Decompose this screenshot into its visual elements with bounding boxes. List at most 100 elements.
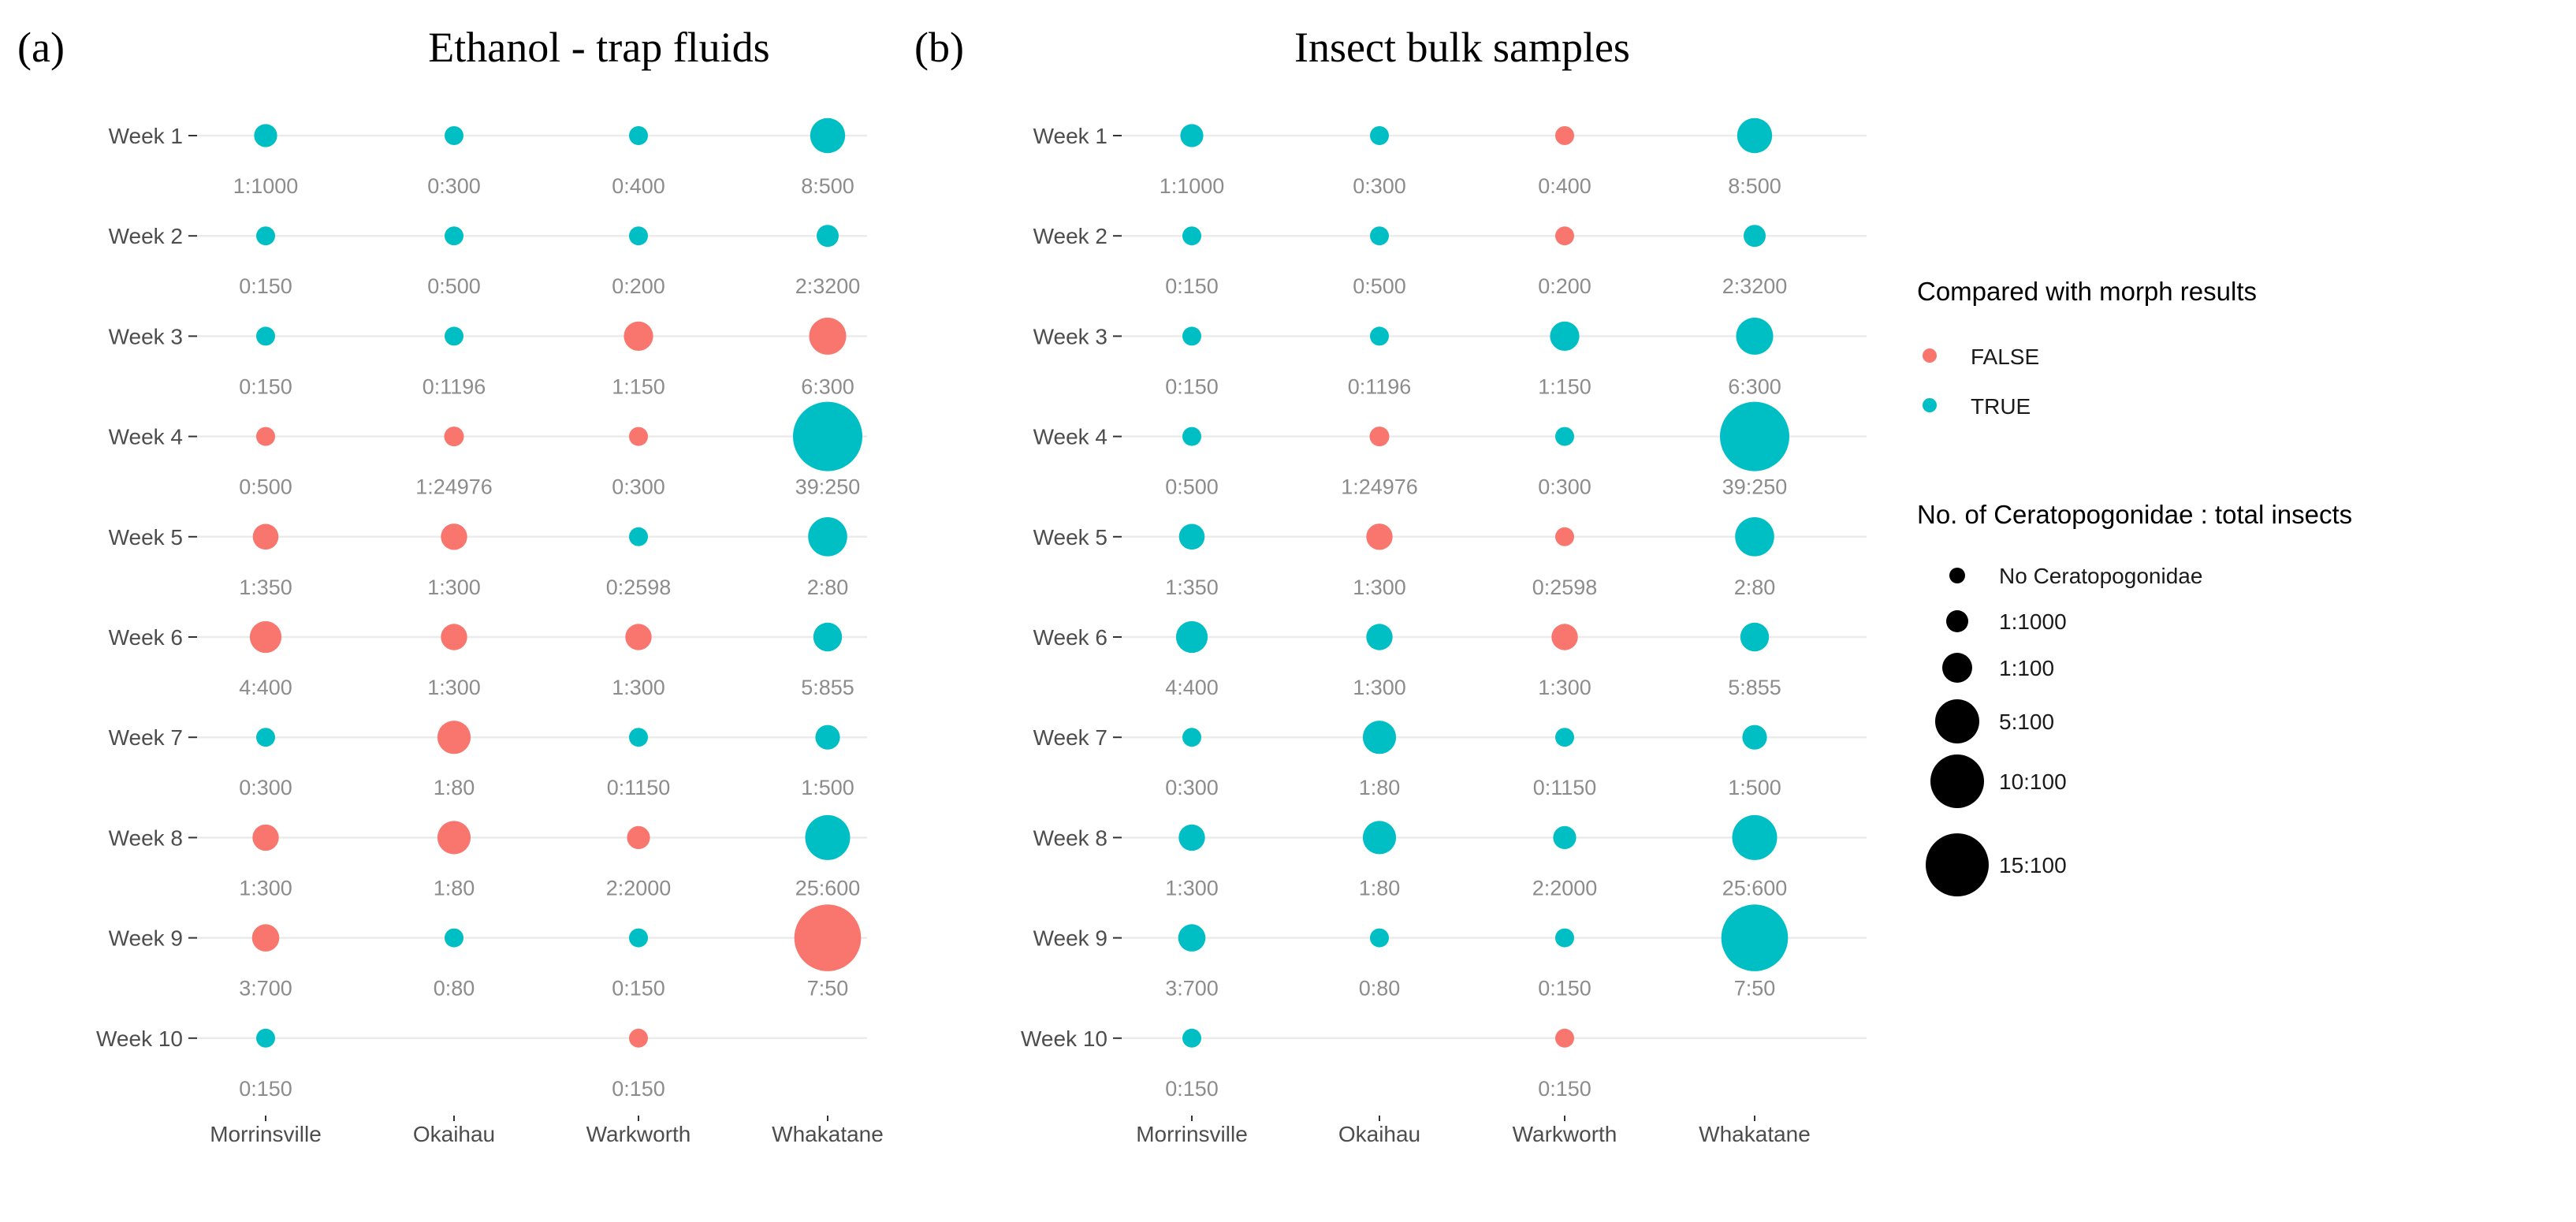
- x-tick-label-whakatane: Whakatane: [772, 1122, 884, 1146]
- point-a-morrinsville-week-8: [252, 824, 279, 851]
- point-b-morrinsville-week-7: [1182, 728, 1201, 747]
- legend-size-label-15-100: 15:100: [1999, 853, 2067, 877]
- ratio-label-a-warkworth-week-2: 0:200: [612, 274, 665, 298]
- point-b-warkworth-week-1: [1555, 126, 1574, 145]
- ratio-label-a-morrinsville-week-4: 0:500: [239, 475, 292, 499]
- panel-a-title: Ethanol - trap fluids: [428, 24, 769, 71]
- y-tick-label-week-9: Week 9: [109, 926, 183, 951]
- y-tick-label-week-1: Week 1: [1033, 124, 1107, 148]
- ratio-label-a-morrinsville-week-7: 0:300: [239, 776, 292, 799]
- ratio-label-a-warkworth-week-9: 0:150: [612, 977, 665, 1000]
- ratio-label-b-whakatane-week-8: 25:600: [1722, 876, 1788, 900]
- ratio-label-b-warkworth-week-9: 0:150: [1538, 977, 1591, 1000]
- ratio-label-a-whakatane-week-1: 8:500: [801, 174, 854, 198]
- point-b-warkworth-week-7: [1555, 728, 1574, 747]
- ratio-label-a-warkworth-week-10: 0:150: [612, 1077, 665, 1101]
- legend-color-item-false: FALSE: [1923, 345, 2039, 369]
- legend-size-title: No. of Ceratopogonidae : total insects: [1917, 500, 2352, 529]
- legend-size-swatch-no-ceratopogonidae: [1949, 568, 1965, 583]
- point-a-okaihau-week-7: [437, 721, 471, 754]
- point-b-warkworth-week-10: [1555, 1028, 1574, 1048]
- point-b-okaihau-week-4: [1369, 427, 1390, 447]
- plot-a: Week 1 Week 2 Week 3 Week 4 Week 5 Week 6 Week…: [96, 117, 884, 1146]
- legend-size-swatch-15-100: [1926, 833, 1989, 896]
- point-b-warkworth-week-3: [1550, 321, 1580, 351]
- ratio-label-b-okaihau-week-3: 0:1196: [1348, 374, 1412, 398]
- point-a-warkworth-week-6: [625, 624, 652, 650]
- point-b-okaihau-week-5: [1366, 523, 1393, 550]
- legend-size-label-1-100: 1:100: [1999, 656, 2054, 680]
- point-a-warkworth-week-9: [629, 928, 648, 948]
- y-tick-label-week-10: Week 10: [1021, 1026, 1107, 1051]
- point-a-morrinsville-week-5: [252, 523, 279, 550]
- point-b-whakatane-week-8: [1732, 814, 1778, 860]
- point-a-warkworth-week-8: [627, 825, 650, 849]
- point-a-morrinsville-week-3: [256, 326, 275, 346]
- legend-color-item-true: TRUE: [1923, 394, 2031, 419]
- legend-size-label-no-ceratopogonidae: No Ceratopogonidae: [1999, 564, 2202, 588]
- point-a-warkworth-week-10: [629, 1028, 648, 1048]
- point-a-whakatane-week-6: [813, 622, 843, 652]
- x-tick-label-whakatane: Whakatane: [1699, 1122, 1811, 1146]
- ratio-label-b-whakatane-week-1: 8:500: [1728, 174, 1781, 198]
- x-tick-label-okaihau: Okaihau: [413, 1122, 495, 1146]
- legend-size-swatch-1-1000: [1946, 610, 1968, 632]
- legend-size-label-1-1000: 1:1000: [1999, 609, 2067, 634]
- y-tick-label-week-3: Week 3: [109, 324, 183, 348]
- x-tick-label-morrinsville: Morrinsville: [1136, 1122, 1248, 1146]
- point-b-whakatane-week-9: [1721, 904, 1789, 971]
- y-tick-label-week-5: Week 5: [1033, 525, 1107, 550]
- point-b-whakatane-week-3: [1736, 317, 1774, 355]
- point-b-whakatane-week-5: [1735, 517, 1774, 557]
- legend-size-label-5-100: 5:100: [1999, 710, 2054, 734]
- point-a-warkworth-week-7: [629, 728, 648, 747]
- point-b-morrinsville-week-6: [1175, 620, 1208, 654]
- legend-false-swatch: [1923, 348, 1937, 363]
- point-a-warkworth-week-5: [629, 527, 648, 546]
- point-a-morrinsville-week-6: [249, 620, 282, 654]
- legend-true-label: TRUE: [1971, 394, 2031, 419]
- ratio-label-a-morrinsville-week-2: 0:150: [239, 274, 292, 298]
- ratio-label-b-morrinsville-week-9: 3:700: [1165, 977, 1219, 1000]
- ratio-label-b-okaihau-week-9: 0:80: [1359, 977, 1401, 1000]
- point-a-okaihau-week-3: [445, 326, 463, 346]
- ratio-label-a-whakatane-week-6: 5:855: [801, 676, 854, 699]
- ratio-label-b-warkworth-week-5: 0:2598: [1532, 576, 1598, 599]
- legend: Compared with morph results FALSE TRUE N…: [1917, 277, 2352, 896]
- ratio-label-a-whakatane-week-7: 1:500: [801, 776, 854, 799]
- point-a-whakatane-week-8: [805, 814, 851, 860]
- ratio-label-a-morrinsville-week-8: 1:300: [239, 876, 292, 900]
- point-b-whakatane-week-1: [1737, 117, 1773, 154]
- point-b-morrinsville-week-5: [1178, 523, 1205, 550]
- ratio-label-a-okaihau-week-8: 1:80: [434, 876, 475, 900]
- panel-b-tag: (b): [914, 24, 964, 71]
- point-a-morrinsville-week-7: [256, 728, 275, 747]
- y-tick-label-week-8: Week 8: [1033, 825, 1107, 850]
- point-a-okaihau-week-6: [441, 624, 467, 650]
- ratio-label-b-whakatane-week-4: 39:250: [1722, 475, 1788, 499]
- y-tick-label-week-7: Week 7: [1033, 725, 1107, 750]
- point-b-okaihau-week-1: [1370, 126, 1389, 145]
- point-b-morrinsville-week-8: [1178, 824, 1205, 851]
- ratio-label-a-warkworth-week-4: 0:300: [612, 475, 665, 499]
- ratio-label-b-okaihau-week-4: 1:24976: [1341, 475, 1418, 499]
- panel-a-tag: (a): [17, 24, 65, 71]
- point-b-morrinsville-week-1: [1180, 124, 1204, 147]
- ratio-label-b-morrinsville-week-6: 4:400: [1165, 676, 1219, 699]
- ratio-label-b-okaihau-week-5: 1:300: [1353, 576, 1406, 599]
- ratio-label-b-okaihau-week-2: 0:500: [1353, 274, 1406, 298]
- ratio-label-a-morrinsville-week-9: 3:700: [239, 977, 292, 1000]
- y-tick-label-week-7: Week 7: [109, 725, 183, 750]
- x-tick-label-morrinsville: Morrinsville: [210, 1122, 322, 1146]
- ratio-label-b-warkworth-week-7: 0:1150: [1533, 776, 1597, 799]
- point-a-morrinsville-week-10: [256, 1028, 275, 1048]
- point-a-warkworth-week-3: [624, 321, 653, 351]
- ratio-label-b-morrinsville-week-4: 0:500: [1165, 475, 1219, 499]
- point-a-okaihau-week-5: [441, 523, 467, 550]
- ratio-label-b-morrinsville-week-7: 0:300: [1165, 776, 1219, 799]
- ratio-label-a-okaihau-week-9: 0:80: [434, 977, 475, 1000]
- point-a-whakatane-week-7: [815, 725, 840, 750]
- point-a-morrinsville-week-2: [256, 226, 275, 246]
- point-a-okaihau-week-9: [445, 928, 463, 948]
